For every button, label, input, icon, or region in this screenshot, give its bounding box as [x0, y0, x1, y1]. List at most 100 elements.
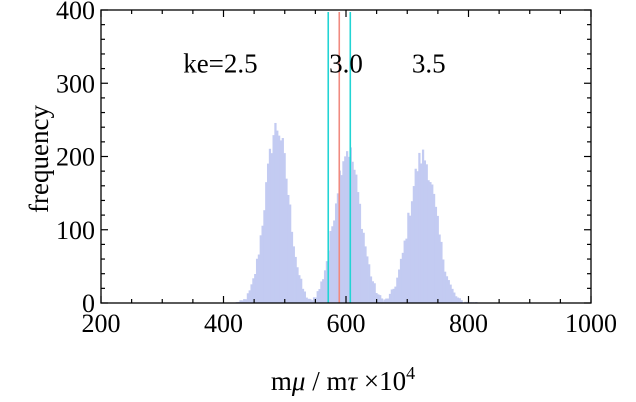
histogram-bar	[456, 297, 460, 303]
histogram-bar	[316, 291, 319, 303]
histogram-bar	[322, 279, 325, 303]
histogram-bar	[387, 298, 390, 303]
histogram-bar	[239, 300, 242, 303]
histogram-bar	[449, 284, 452, 303]
y-tick-label: 300	[56, 69, 95, 98]
series-annotation: ke=2.5	[183, 48, 257, 78]
histogram-bar	[398, 269, 401, 303]
histogram-bar	[294, 256, 297, 303]
histogram-bar	[420, 163, 423, 303]
histogram-bar	[248, 290, 251, 303]
histogram-bar	[311, 300, 314, 303]
histogram-bar	[357, 192, 360, 303]
histogram-bar	[414, 168, 417, 303]
x-label-m1: m	[271, 366, 292, 396]
histogram-bar	[347, 156, 351, 303]
histogram-bar	[396, 277, 399, 303]
histogram-bar	[458, 298, 461, 303]
histogram-bar	[375, 293, 378, 303]
axis-ticks: 200 400 600 800 1000 0 100 200 300 400	[56, 0, 617, 338]
histogram-bar	[340, 175, 343, 303]
histogram-bar	[364, 246, 367, 303]
x-tick-label: 400	[204, 309, 243, 338]
histogram-bar	[385, 298, 388, 303]
histogram-bar	[281, 138, 284, 303]
reference-lines	[327, 12, 352, 303]
y-axis-label: frequency	[24, 105, 54, 213]
histogram-bar	[270, 153, 273, 303]
histogram-bar	[265, 182, 268, 303]
histogram-bar	[292, 246, 295, 303]
histogram-bar	[369, 276, 373, 303]
histogram-bar	[346, 151, 349, 303]
histogram-bar	[290, 231, 294, 303]
histogram-bar	[371, 281, 374, 303]
histogram-bar	[429, 182, 432, 303]
histogram-bar	[268, 148, 272, 303]
histogram-bar	[276, 130, 279, 303]
histogram-bars	[235, 122, 478, 303]
x-label-mid: / m	[305, 366, 347, 396]
histogram-bar	[455, 296, 458, 303]
histogram-bar	[254, 274, 257, 303]
histogram-bar	[368, 264, 371, 303]
histogram-bar	[278, 135, 281, 303]
x-tick-label: 200	[82, 309, 121, 338]
histogram-bar	[323, 270, 327, 303]
histogram-bar	[353, 169, 356, 303]
histogram-bar	[312, 297, 316, 303]
histogram-bar	[336, 193, 340, 303]
histogram-bar	[436, 215, 439, 303]
histogram-bar	[246, 293, 250, 303]
histogram-bar	[379, 301, 382, 303]
histogram-bar	[333, 220, 336, 303]
annotations: ke=2.5 3.0 3.5	[183, 48, 445, 78]
histogram-bar	[318, 289, 321, 303]
histogram-bar	[377, 294, 380, 303]
histogram-bar	[379, 295, 382, 303]
histogram-bar	[355, 174, 358, 303]
x-tick-label: 1000	[565, 309, 617, 338]
histogram-bar	[252, 278, 255, 303]
x-label-tau: τ	[347, 366, 358, 396]
histogram-bar	[331, 226, 334, 303]
histogram-bar	[407, 212, 410, 303]
histogram-bar	[351, 161, 354, 303]
histogram-bar	[296, 267, 299, 303]
histogram-bar	[427, 180, 430, 303]
histogram-bar	[399, 258, 403, 303]
x-axis-label: mμ / mτ ×104	[271, 363, 415, 396]
histogram-bar	[303, 291, 306, 303]
histogram-bar	[241, 300, 244, 303]
histogram-bar	[342, 161, 345, 303]
x-label-post: ×10	[357, 366, 406, 396]
histogram-bar	[325, 261, 329, 303]
histogram-bar	[301, 288, 305, 303]
histogram-bar	[344, 156, 347, 303]
histogram-bar	[388, 293, 392, 303]
histogram-bar	[309, 299, 312, 303]
histogram-bar	[460, 300, 463, 303]
histogram-bar	[418, 152, 421, 303]
histogram-bar	[381, 301, 384, 303]
series-annotation: 3.5	[412, 48, 446, 78]
histogram-bar	[445, 276, 449, 303]
y-tick-label: 100	[56, 216, 95, 245]
histogram-bar	[243, 299, 246, 303]
histogram-bar	[287, 194, 290, 303]
histogram-bar	[366, 256, 369, 303]
histogram-bar	[423, 160, 427, 303]
histogram-bar	[425, 164, 428, 303]
histogram-bar	[405, 238, 408, 303]
histogram-bar	[447, 280, 450, 303]
histogram-bar	[298, 275, 301, 303]
histogram-bar	[444, 271, 447, 303]
histogram-bar	[440, 241, 443, 303]
histogram-bar	[403, 240, 406, 303]
histogram-bar	[274, 122, 277, 303]
x-label-mu: μ	[291, 366, 306, 396]
histogram-bar	[300, 278, 303, 303]
histogram-bar	[392, 288, 395, 303]
y-tick-label: 400	[56, 0, 95, 25]
